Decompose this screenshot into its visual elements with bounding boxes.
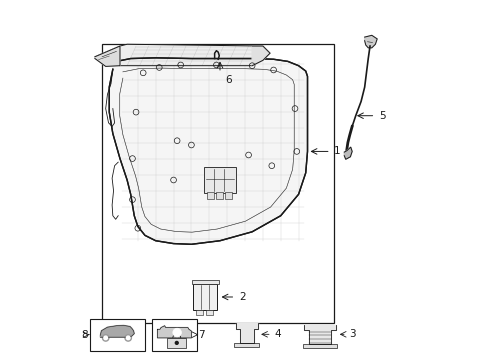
Polygon shape: [252, 46, 270, 66]
Bar: [303, 343, 337, 348]
Polygon shape: [344, 147, 352, 159]
Bar: [204, 167, 236, 193]
Circle shape: [102, 335, 109, 341]
Bar: [90, 319, 145, 351]
Bar: [234, 342, 259, 347]
Bar: [206, 310, 213, 315]
Polygon shape: [304, 325, 336, 344]
Circle shape: [173, 328, 181, 337]
Polygon shape: [365, 35, 377, 48]
Bar: [217, 192, 223, 199]
Bar: [152, 319, 197, 351]
Bar: [225, 192, 232, 199]
Text: 1: 1: [334, 147, 341, 157]
Bar: [168, 338, 186, 348]
Text: 5: 5: [379, 111, 386, 121]
Circle shape: [125, 335, 131, 341]
Text: 7: 7: [198, 330, 205, 340]
Text: 6: 6: [225, 75, 232, 85]
Polygon shape: [95, 46, 120, 66]
Bar: [192, 280, 219, 284]
Text: 4: 4: [275, 329, 281, 339]
Polygon shape: [157, 326, 192, 338]
Bar: [193, 284, 218, 310]
Polygon shape: [109, 58, 308, 244]
Text: 3: 3: [349, 329, 356, 339]
Polygon shape: [95, 44, 270, 66]
Text: 2: 2: [239, 292, 245, 302]
Polygon shape: [100, 325, 134, 337]
Bar: [102, 44, 334, 323]
Circle shape: [126, 336, 130, 340]
Circle shape: [175, 342, 178, 344]
Text: 8: 8: [81, 330, 88, 340]
Circle shape: [104, 336, 107, 340]
Bar: [196, 310, 203, 315]
Polygon shape: [236, 323, 258, 343]
Bar: [207, 192, 214, 199]
